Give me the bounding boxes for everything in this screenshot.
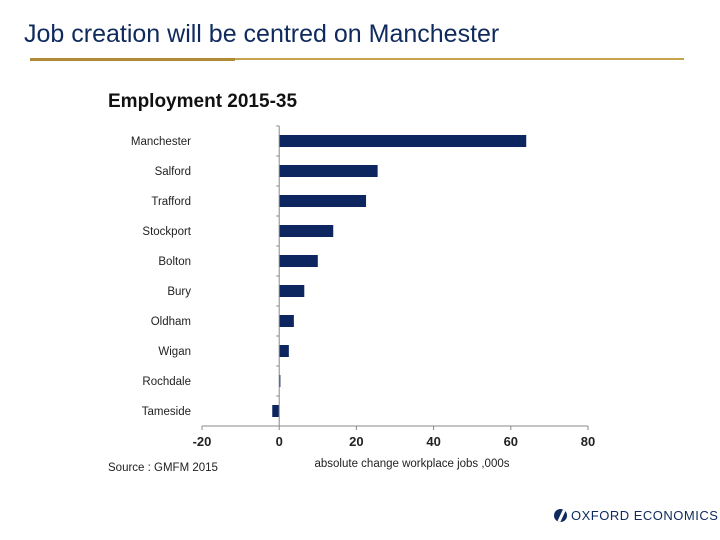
bar-salford [279, 165, 378, 177]
oxford-economics-logo: OXFORD ECONOMICS [554, 508, 718, 523]
category-label: Tameside [142, 406, 191, 418]
value-tick-label: 40 [426, 434, 440, 449]
bar-manchester [279, 135, 527, 147]
value-tick-label: -20 [193, 434, 212, 449]
bar-trafford [279, 195, 367, 207]
value-tick-label: 60 [504, 434, 518, 449]
slide-title: Job creation will be centred on Manchest… [24, 20, 500, 48]
bar-bury [279, 285, 305, 297]
logo-text: OXFORD ECONOMICS [571, 508, 719, 523]
bar-wigan [279, 345, 289, 357]
bar-oldham [279, 315, 294, 327]
value-tick-label: 80 [581, 434, 595, 449]
category-label: Salford [155, 166, 191, 178]
bar-stockport [279, 225, 334, 237]
title-underline-accent [30, 58, 235, 61]
source-note: Source : GMFM 2015 [108, 462, 218, 474]
bar-rochdale [279, 375, 281, 387]
category-label: Manchester [131, 136, 191, 148]
category-label: Bolton [158, 256, 191, 268]
bar-tameside [272, 405, 280, 417]
category-label: Wigan [158, 346, 191, 358]
category-label: Trafford [151, 196, 191, 208]
value-tick-label: 0 [276, 434, 283, 449]
value-tick-label: 20 [349, 434, 363, 449]
category-label: Bury [167, 286, 191, 298]
x-axis-title: absolute change workplace jobs ,000s [315, 458, 510, 470]
category-label: Stockport [142, 226, 191, 238]
bar-bolton [279, 255, 318, 267]
category-label: Oldham [151, 316, 191, 328]
title-underline [30, 58, 684, 60]
chart-title: Employment 2015-35 [108, 91, 297, 112]
oxford-economics-logo-icon [554, 509, 567, 522]
category-label: Rochdale [142, 376, 191, 388]
